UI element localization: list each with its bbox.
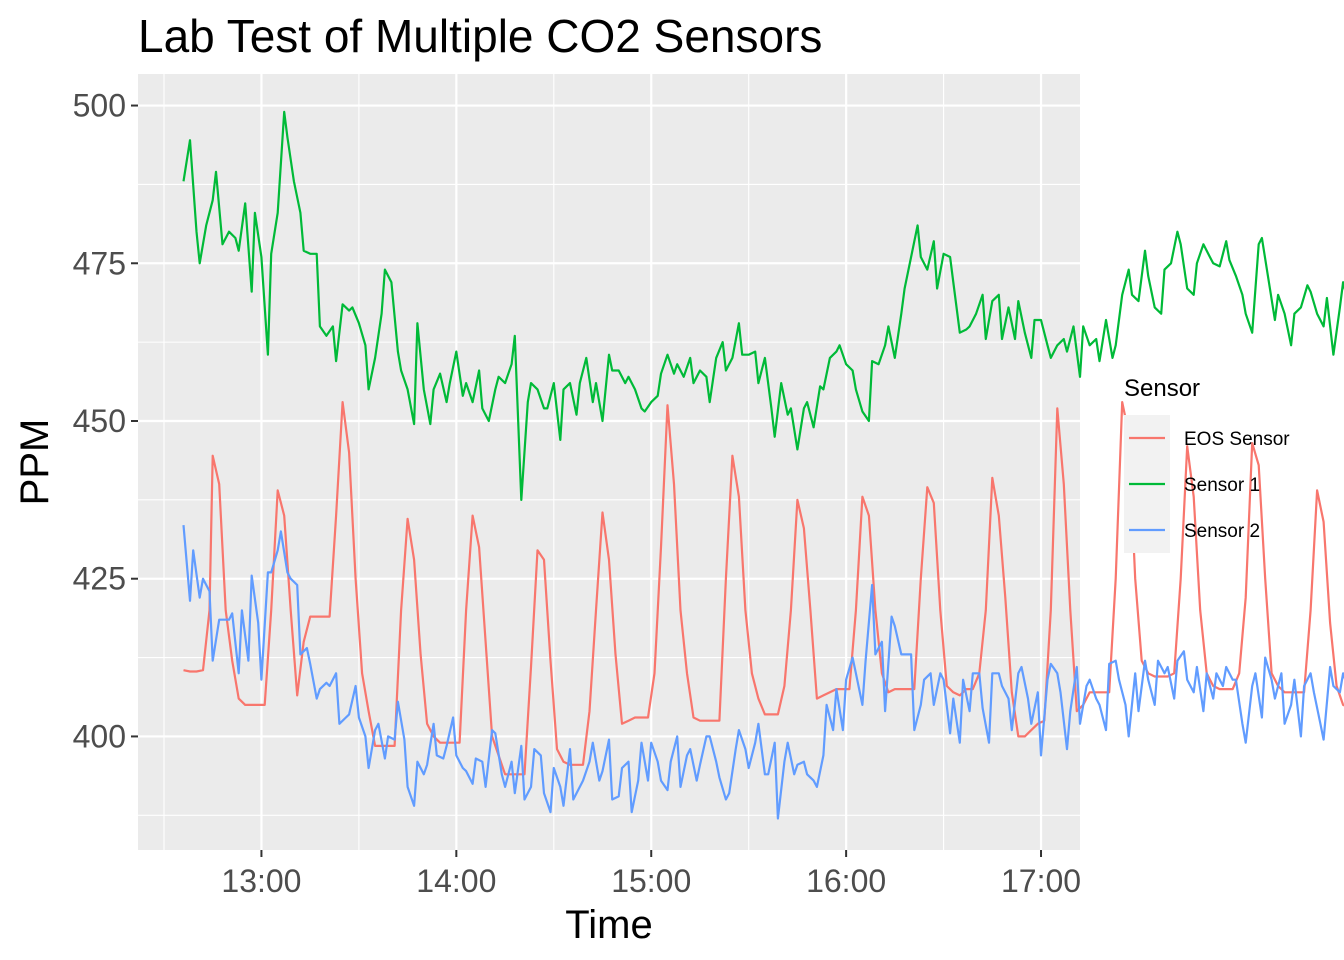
series-line-sensor-2 bbox=[182, 525, 1344, 820]
series-line-eos-sensor bbox=[183, 401, 1344, 776]
x-tick-label: 15:00 bbox=[611, 863, 691, 899]
y-tick-label: 475 bbox=[73, 245, 126, 281]
legend-title: Sensor bbox=[1124, 375, 1200, 402]
x-tick-label: 14:00 bbox=[416, 863, 496, 899]
y-tick-label: 400 bbox=[73, 718, 126, 754]
x-tick-label: 17:00 bbox=[1001, 863, 1081, 899]
series-line-sensor-1 bbox=[182, 110, 1344, 501]
chart-title: Lab Test of Multiple CO2 Sensors bbox=[138, 10, 822, 62]
y-tick-label: 450 bbox=[73, 403, 126, 439]
y-axis-title: PPM bbox=[13, 419, 57, 506]
y-tick-label: 425 bbox=[73, 561, 126, 597]
legend-label: Sensor 1 bbox=[1184, 475, 1260, 496]
grid-lines bbox=[138, 74, 1080, 850]
legend: Sensor EOS Sensor Sensor 1 Sensor 2 bbox=[1124, 375, 1290, 553]
y-tick-label: 500 bbox=[73, 88, 126, 124]
legend-label: EOS Sensor bbox=[1184, 429, 1290, 450]
legend-label: Sensor 2 bbox=[1184, 521, 1260, 542]
x-tick-label: 16:00 bbox=[806, 863, 886, 899]
x-axis-title: Time bbox=[565, 903, 652, 947]
axes: 400 425 450 475 500 13:00 14:00 15:00 16:00 17:00 bbox=[73, 88, 1081, 899]
plot-panel bbox=[138, 74, 1080, 850]
series-lines bbox=[182, 110, 1344, 820]
x-tick-label: 13:00 bbox=[221, 863, 301, 899]
